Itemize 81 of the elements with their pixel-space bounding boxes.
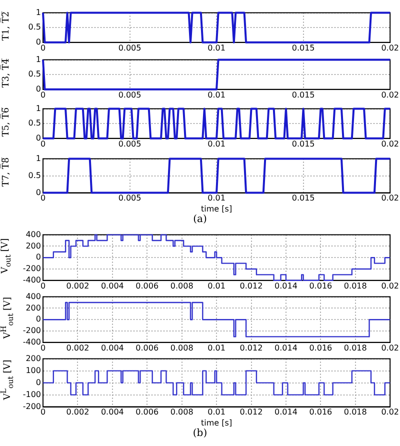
x-tick-label: 0.015 xyxy=(292,194,315,203)
x-tick-label: 0.016 xyxy=(309,343,332,352)
y-tick-label: 0.5 xyxy=(28,118,41,128)
y-tick-label: 1 xyxy=(36,54,41,64)
x-tick-label: 0.006 xyxy=(136,281,159,290)
y-tick-label: 0 xyxy=(36,84,41,94)
x-tick-label: 0.012 xyxy=(240,281,263,290)
text: (a) xyxy=(192,214,208,225)
y-tick-label: 200 xyxy=(26,241,41,250)
x-axis-title: time [s] xyxy=(201,204,232,214)
x-tick-label: 0.008 xyxy=(170,281,194,290)
x-tick-label: 0.002 xyxy=(66,408,90,417)
x-tick-label: 0.012 xyxy=(240,343,263,352)
y-tick-label: 200 xyxy=(26,354,41,363)
x-tick-label: 0.015 xyxy=(292,90,315,100)
x-tick-label: 0.014 xyxy=(274,281,298,290)
y-tick-label: 1 xyxy=(36,154,41,163)
y-tick-label: 0.5 xyxy=(28,22,41,32)
x-tick-label: 0.01 xyxy=(208,90,226,100)
x-axis-title: time [s] xyxy=(201,418,232,428)
x-tick-label: 0.01 xyxy=(208,281,226,290)
y-tick-label: 0 xyxy=(36,378,41,387)
x-tick-label: 0.01 xyxy=(208,343,226,352)
x-tick-label: 0.014 xyxy=(274,343,298,352)
x-tick-label: 0.01 xyxy=(208,408,226,417)
x-tick-label: 0.005 xyxy=(118,194,142,203)
x-tick-label: 0.02 xyxy=(381,343,399,352)
x-tick-label: 0.004 xyxy=(100,408,124,417)
x-tick-label: 0.01 xyxy=(208,43,226,52)
y-tick-label: -200 xyxy=(22,402,41,411)
y-tick-label: 0.5 xyxy=(28,170,41,180)
y-tick-label: -200 xyxy=(22,264,41,274)
x-tick-label: 0.012 xyxy=(240,408,263,417)
x-tick-label: 0.016 xyxy=(309,281,332,290)
y-axis-title: T1, T̅2̅ xyxy=(2,11,12,41)
x-tick-label: 0.006 xyxy=(136,408,159,417)
y-tick-label: 100 xyxy=(26,366,41,375)
y-tick-label: 0 xyxy=(36,314,41,324)
x-tick-label: 0.004 xyxy=(100,343,124,352)
x-tick-label: 0.014 xyxy=(274,408,298,417)
x-tick-label: 0.02 xyxy=(381,408,399,417)
x-tick-label: 0.02 xyxy=(381,194,399,203)
y-tick-label: -400 xyxy=(22,337,41,346)
x-tick-label: 0.006 xyxy=(136,343,159,352)
x-tick-label: 0.01 xyxy=(208,194,226,203)
y-tick-label: 0 xyxy=(36,252,41,262)
x-tick-label: 0.008 xyxy=(170,343,194,352)
y-tick-label: 1 xyxy=(36,8,41,17)
x-tick-label: 0.018 xyxy=(344,281,367,290)
x-tick-label: 0.004 xyxy=(100,281,124,290)
y-tick-label: 400 xyxy=(26,230,41,239)
y-tick-label: 1 xyxy=(36,104,41,113)
y-axis-title: T7, T̅8̅ xyxy=(2,157,12,187)
y-tick-label: 400 xyxy=(26,292,41,301)
x-tick-label: 0.018 xyxy=(344,343,367,352)
x-tick-label: 0.02 xyxy=(381,281,399,290)
y-tick-label: 0 xyxy=(36,37,41,46)
x-tick-label: 0.005 xyxy=(118,90,142,100)
x-tick-label: 0.015 xyxy=(292,139,315,148)
x-tick-label: 0.018 xyxy=(344,408,367,417)
x-tick-label: 0.002 xyxy=(66,343,90,352)
y-axis-title: T3, T̅4̅ xyxy=(2,58,12,88)
x-tick-label: 0.015 xyxy=(292,43,315,52)
y-axis-title: T5, T̅6̅ xyxy=(2,107,12,137)
x-tick-label: 0.008 xyxy=(170,408,194,417)
x-tick-label: 0.005 xyxy=(118,43,142,52)
x-tick-label: 0.002 xyxy=(66,281,90,290)
y-tick-label: 0 xyxy=(36,133,41,142)
x-tick-label: 0.016 xyxy=(309,408,332,417)
y-tick-label: -400 xyxy=(22,275,41,284)
text: (b) xyxy=(192,428,208,439)
x-tick-label: 0.005 xyxy=(118,139,142,148)
y-tick-label: -100 xyxy=(22,390,41,399)
y-tick-label: 200 xyxy=(26,303,41,312)
y-tick-label: 0.5 xyxy=(28,70,41,79)
y-tick-label: -200 xyxy=(22,326,41,336)
x-tick-label: 0.02 xyxy=(381,139,399,148)
x-tick-label: 0.02 xyxy=(381,90,399,100)
y-tick-label: 0 xyxy=(36,188,41,197)
x-tick-label: 0.01 xyxy=(208,139,226,148)
x-tick-label: 0.02 xyxy=(381,43,399,52)
